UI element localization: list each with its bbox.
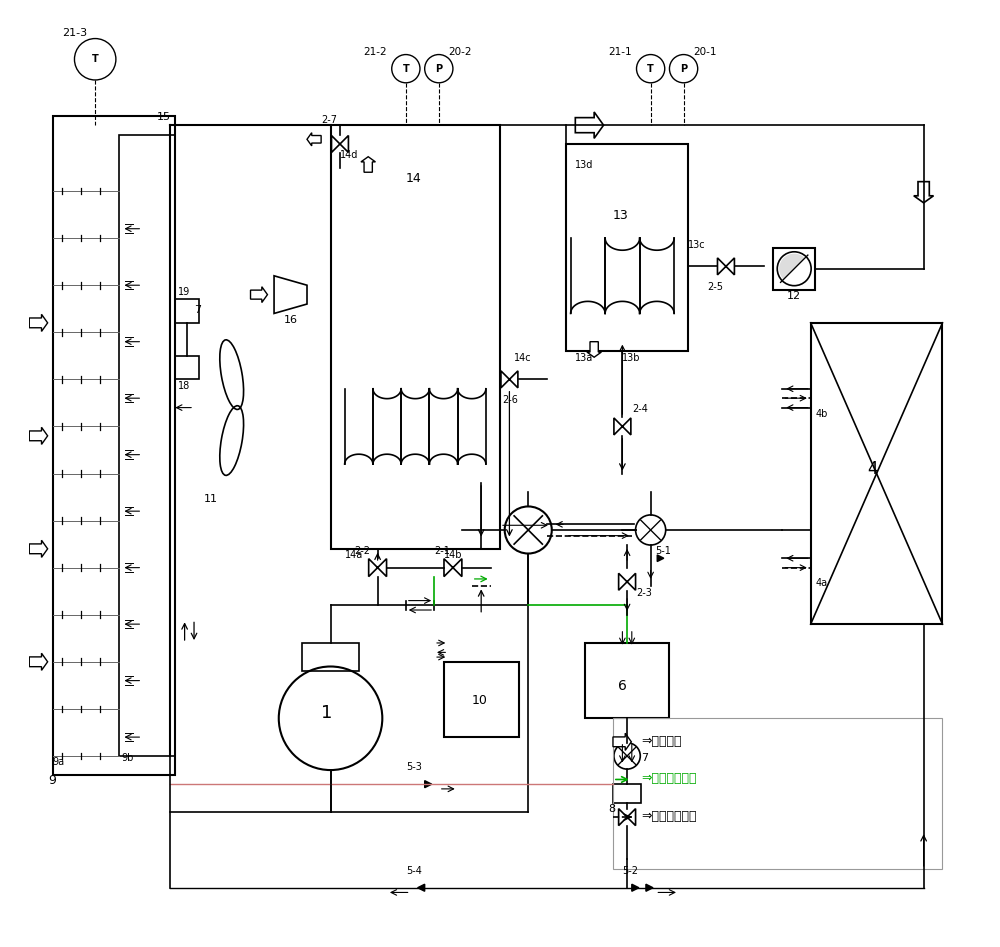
Text: 13c: 13c bbox=[688, 240, 706, 250]
Text: 7: 7 bbox=[641, 753, 648, 762]
Text: 16: 16 bbox=[283, 314, 297, 325]
Polygon shape bbox=[251, 287, 267, 302]
Text: P: P bbox=[435, 63, 442, 74]
Text: 13: 13 bbox=[613, 209, 629, 223]
Polygon shape bbox=[29, 540, 48, 558]
Text: 10: 10 bbox=[472, 694, 488, 707]
Text: 12: 12 bbox=[787, 292, 801, 301]
Polygon shape bbox=[361, 156, 375, 172]
Circle shape bbox=[669, 55, 698, 82]
Text: 14b: 14b bbox=[444, 550, 462, 561]
Text: 14a: 14a bbox=[345, 550, 363, 561]
Text: 21-2: 21-2 bbox=[363, 46, 387, 57]
Text: 13b: 13b bbox=[622, 352, 641, 363]
Text: 5-2: 5-2 bbox=[622, 866, 638, 876]
Bar bbox=[585, 643, 669, 718]
Text: 6: 6 bbox=[618, 679, 627, 693]
Text: 2-7: 2-7 bbox=[321, 116, 337, 125]
Circle shape bbox=[637, 55, 665, 82]
Text: P: P bbox=[680, 63, 687, 74]
Polygon shape bbox=[613, 733, 631, 750]
Bar bbox=[811, 323, 942, 624]
Text: 14: 14 bbox=[406, 171, 422, 185]
Text: 9b: 9b bbox=[122, 753, 134, 762]
Text: 21-3: 21-3 bbox=[62, 27, 87, 38]
Bar bbox=[53, 116, 175, 775]
Text: 2-4: 2-4 bbox=[632, 404, 648, 414]
Polygon shape bbox=[587, 342, 601, 357]
Bar bbox=[613, 718, 942, 869]
Text: 20-2: 20-2 bbox=[448, 46, 472, 57]
Text: 7: 7 bbox=[194, 306, 201, 315]
Bar bbox=[444, 662, 519, 737]
Bar bbox=[773, 247, 815, 290]
Bar bbox=[331, 125, 500, 549]
Bar bbox=[175, 299, 199, 323]
Text: 13a: 13a bbox=[575, 352, 594, 363]
Text: 19: 19 bbox=[178, 287, 190, 296]
Circle shape bbox=[425, 55, 453, 82]
Polygon shape bbox=[444, 559, 462, 577]
Text: ⇒空气流向: ⇒空气流向 bbox=[641, 735, 682, 747]
Text: 2-3: 2-3 bbox=[637, 588, 652, 598]
Polygon shape bbox=[717, 258, 734, 275]
Text: ⇒冬季制热流向: ⇒冬季制热流向 bbox=[641, 810, 697, 823]
Text: 15: 15 bbox=[156, 113, 170, 122]
Text: T: T bbox=[647, 63, 654, 74]
Polygon shape bbox=[646, 884, 653, 891]
Polygon shape bbox=[619, 573, 636, 590]
Polygon shape bbox=[914, 182, 934, 203]
Text: 9: 9 bbox=[48, 775, 56, 787]
Bar bbox=[302, 643, 359, 671]
Text: 2-2: 2-2 bbox=[354, 545, 370, 556]
Text: T: T bbox=[402, 63, 409, 74]
Text: 2-1: 2-1 bbox=[434, 545, 450, 556]
Bar bbox=[613, 784, 641, 803]
Polygon shape bbox=[632, 884, 639, 891]
Bar bbox=[566, 144, 688, 351]
Polygon shape bbox=[29, 653, 48, 670]
Text: 2-5: 2-5 bbox=[707, 282, 723, 292]
Polygon shape bbox=[274, 276, 307, 313]
Text: 14c: 14c bbox=[514, 352, 532, 363]
Text: 21-1: 21-1 bbox=[608, 46, 632, 57]
Polygon shape bbox=[657, 555, 664, 562]
Polygon shape bbox=[418, 884, 425, 891]
Text: 4: 4 bbox=[867, 459, 878, 477]
Polygon shape bbox=[29, 314, 48, 331]
Polygon shape bbox=[29, 427, 48, 444]
Text: 9a: 9a bbox=[53, 758, 65, 767]
Text: 14d: 14d bbox=[340, 151, 358, 160]
Text: ⇒夏季制冷流向: ⇒夏季制冷流向 bbox=[641, 773, 697, 785]
Bar bbox=[175, 356, 199, 380]
Text: 1: 1 bbox=[321, 705, 333, 723]
Text: 8: 8 bbox=[608, 804, 615, 814]
Text: T: T bbox=[92, 54, 99, 64]
Polygon shape bbox=[331, 135, 348, 152]
Wedge shape bbox=[779, 254, 805, 279]
Polygon shape bbox=[307, 133, 321, 146]
Text: 11: 11 bbox=[203, 493, 217, 504]
Text: 4a: 4a bbox=[815, 579, 828, 588]
Polygon shape bbox=[425, 780, 432, 788]
Circle shape bbox=[74, 39, 116, 80]
Text: 4b: 4b bbox=[815, 409, 828, 419]
Text: 5-1: 5-1 bbox=[655, 545, 671, 556]
Polygon shape bbox=[619, 809, 636, 826]
Text: 5-3: 5-3 bbox=[406, 762, 422, 772]
Text: 13d: 13d bbox=[575, 159, 594, 170]
Text: 20-1: 20-1 bbox=[693, 46, 716, 57]
Text: 5-4: 5-4 bbox=[406, 866, 422, 876]
Text: 18: 18 bbox=[178, 381, 190, 391]
Polygon shape bbox=[614, 418, 631, 435]
Bar bbox=[119, 134, 175, 756]
Circle shape bbox=[392, 55, 420, 82]
Polygon shape bbox=[501, 371, 518, 388]
Text: 2-6: 2-6 bbox=[502, 395, 518, 405]
Polygon shape bbox=[369, 559, 387, 577]
Polygon shape bbox=[575, 112, 604, 138]
